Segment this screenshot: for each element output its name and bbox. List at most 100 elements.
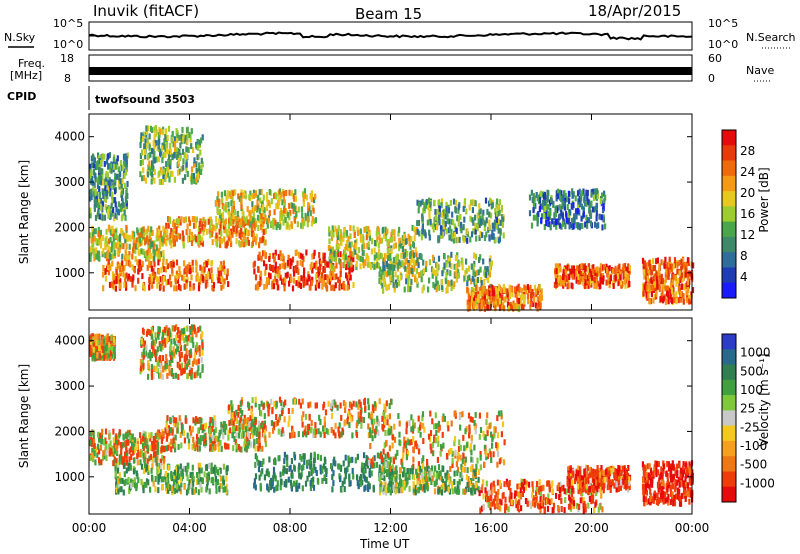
velocity-cell bbox=[150, 441, 154, 447]
velocity-cell bbox=[191, 488, 194, 495]
power-cell bbox=[687, 270, 690, 277]
power-cell bbox=[117, 241, 120, 248]
velocity-cell bbox=[199, 439, 202, 446]
velocity-cell bbox=[119, 441, 122, 448]
power-cell bbox=[412, 252, 416, 259]
power-cell bbox=[169, 159, 172, 166]
power-cell bbox=[476, 212, 479, 219]
velocity-cell bbox=[304, 425, 307, 432]
power-cell bbox=[135, 237, 138, 244]
power-cell bbox=[260, 213, 263, 220]
velocity-cell bbox=[267, 486, 270, 493]
velocity-cell bbox=[309, 401, 312, 408]
velocity-cell bbox=[288, 465, 291, 472]
power-cell bbox=[110, 167, 113, 174]
velocity-cell bbox=[259, 461, 262, 467]
power-cell bbox=[677, 277, 680, 284]
power-cell bbox=[447, 227, 450, 234]
power-cell bbox=[432, 267, 435, 274]
power-cell bbox=[290, 223, 294, 229]
power-cell bbox=[111, 271, 115, 278]
power-cell bbox=[190, 240, 194, 247]
velocity-cell bbox=[185, 489, 189, 496]
power-cell bbox=[322, 278, 325, 285]
power-cell bbox=[146, 154, 150, 161]
power-cell bbox=[299, 259, 302, 266]
power-colorbar-segment bbox=[722, 175, 736, 192]
velocity-cell bbox=[218, 470, 221, 476]
power-cell bbox=[295, 211, 298, 217]
power-cell bbox=[368, 229, 371, 236]
velocity-cell bbox=[129, 464, 132, 471]
power-cell bbox=[565, 212, 568, 219]
power-cell bbox=[374, 240, 377, 246]
power-cell bbox=[571, 203, 574, 210]
power-cell bbox=[128, 255, 131, 262]
power-cell bbox=[414, 247, 417, 254]
power-cell bbox=[272, 223, 275, 230]
power-cell bbox=[366, 242, 369, 249]
velocity-cell bbox=[167, 487, 170, 494]
power-cell bbox=[138, 232, 141, 239]
power-cell bbox=[368, 234, 371, 241]
freq-label-line1: Freq. bbox=[18, 57, 45, 70]
power-cell bbox=[205, 261, 208, 267]
velocity-cell bbox=[117, 478, 120, 485]
velocity-cell bbox=[322, 463, 325, 470]
power-cell bbox=[570, 265, 573, 272]
power-cell bbox=[478, 257, 481, 263]
power-cell bbox=[436, 224, 439, 231]
velocity-cell bbox=[181, 473, 185, 480]
power-cell bbox=[159, 239, 162, 246]
velocity-cell bbox=[358, 399, 361, 406]
power-cell bbox=[178, 134, 181, 141]
power-cell bbox=[193, 161, 196, 168]
velocity-cell bbox=[197, 438, 200, 445]
power-cell bbox=[102, 265, 105, 271]
power-cell bbox=[658, 269, 661, 276]
velocity-cell bbox=[132, 457, 136, 464]
velocity-cell bbox=[277, 428, 280, 435]
velocity-cell bbox=[248, 421, 251, 428]
velocity-cell bbox=[98, 436, 101, 443]
power-cell bbox=[412, 241, 415, 248]
power-cell bbox=[343, 284, 346, 290]
velocity-cell bbox=[339, 465, 343, 472]
power-cell bbox=[158, 170, 161, 177]
power-cell bbox=[123, 172, 126, 179]
velocity-cell bbox=[215, 482, 218, 489]
power-cell bbox=[688, 278, 691, 285]
power-cell bbox=[197, 144, 200, 151]
power-cell bbox=[439, 232, 442, 239]
power-cell bbox=[310, 220, 314, 227]
power-cell bbox=[259, 237, 262, 244]
power-cell bbox=[322, 274, 325, 281]
power-cell bbox=[313, 218, 316, 225]
power-cell bbox=[292, 277, 295, 284]
power-cell bbox=[238, 232, 241, 239]
cpid-label: CPID bbox=[7, 90, 36, 103]
velocity-cell bbox=[310, 464, 313, 470]
power-cell bbox=[171, 231, 174, 238]
power-cell bbox=[218, 228, 221, 235]
velocity-cell bbox=[203, 433, 206, 440]
power-cell bbox=[129, 261, 132, 268]
power-cell bbox=[429, 219, 432, 225]
power-cell bbox=[584, 221, 587, 228]
power-cell bbox=[178, 233, 181, 240]
velocity-cell bbox=[104, 428, 108, 435]
power-cell bbox=[136, 229, 139, 236]
power-cell bbox=[472, 264, 475, 270]
power-cell bbox=[168, 237, 171, 244]
power-cell bbox=[418, 230, 421, 237]
power-cell bbox=[538, 197, 542, 204]
power-cell bbox=[162, 225, 165, 232]
power-cell bbox=[170, 170, 173, 177]
power-cell bbox=[534, 202, 537, 209]
power-cell bbox=[197, 238, 200, 245]
power-cell bbox=[119, 242, 122, 249]
velocity-cell bbox=[283, 481, 286, 487]
power-cell bbox=[475, 291, 478, 298]
power-cell bbox=[170, 227, 173, 234]
power-cell bbox=[302, 195, 305, 202]
